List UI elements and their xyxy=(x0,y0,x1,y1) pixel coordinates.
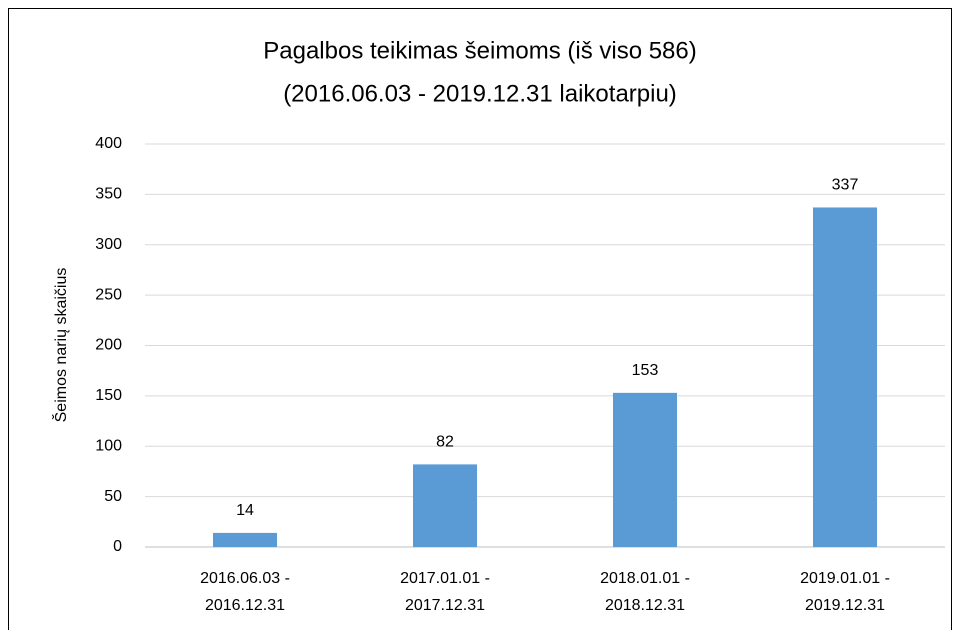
bar xyxy=(813,207,877,547)
x-tick-label: 2017.12.31 xyxy=(405,597,485,614)
y-tick-label: 300 xyxy=(95,236,122,253)
data-label: 153 xyxy=(632,362,659,379)
x-tick-label: 2019.12.31 xyxy=(805,597,885,614)
bar xyxy=(213,532,277,547)
chart-title: (2016.06.03 - 2019.12.31 laikotarpiu) xyxy=(283,80,677,107)
y-tick-label: 400 xyxy=(95,135,122,152)
data-label: 14 xyxy=(236,502,254,519)
y-axis-label: Šeimos narių skaičius xyxy=(51,268,70,423)
y-tick-label: 350 xyxy=(95,186,122,203)
chart-border xyxy=(8,8,952,630)
y-tick-label: 100 xyxy=(95,437,122,454)
chart-title: Pagalbos teikimas šeimoms (iš viso 586) xyxy=(263,37,697,64)
y-tick-label: 150 xyxy=(95,387,122,404)
x-tick-label: 2018.01.01 - xyxy=(600,570,690,587)
y-tick-label: 50 xyxy=(104,488,122,505)
y-tick-label: 0 xyxy=(113,538,122,555)
data-label: 82 xyxy=(436,434,454,451)
x-tick-label: 2016.06.03 - xyxy=(200,570,290,587)
data-label: 337 xyxy=(832,177,859,194)
x-tick-label: 2018.12.31 xyxy=(605,597,685,614)
y-tick-label: 200 xyxy=(95,337,122,354)
y-tick-label: 250 xyxy=(95,286,122,303)
bar xyxy=(613,392,677,547)
x-tick-label: 2019.01.01 - xyxy=(800,570,890,587)
bar xyxy=(413,464,477,547)
x-tick-label: 2016.12.31 xyxy=(205,597,285,614)
x-tick-label: 2017.01.01 - xyxy=(400,570,490,587)
